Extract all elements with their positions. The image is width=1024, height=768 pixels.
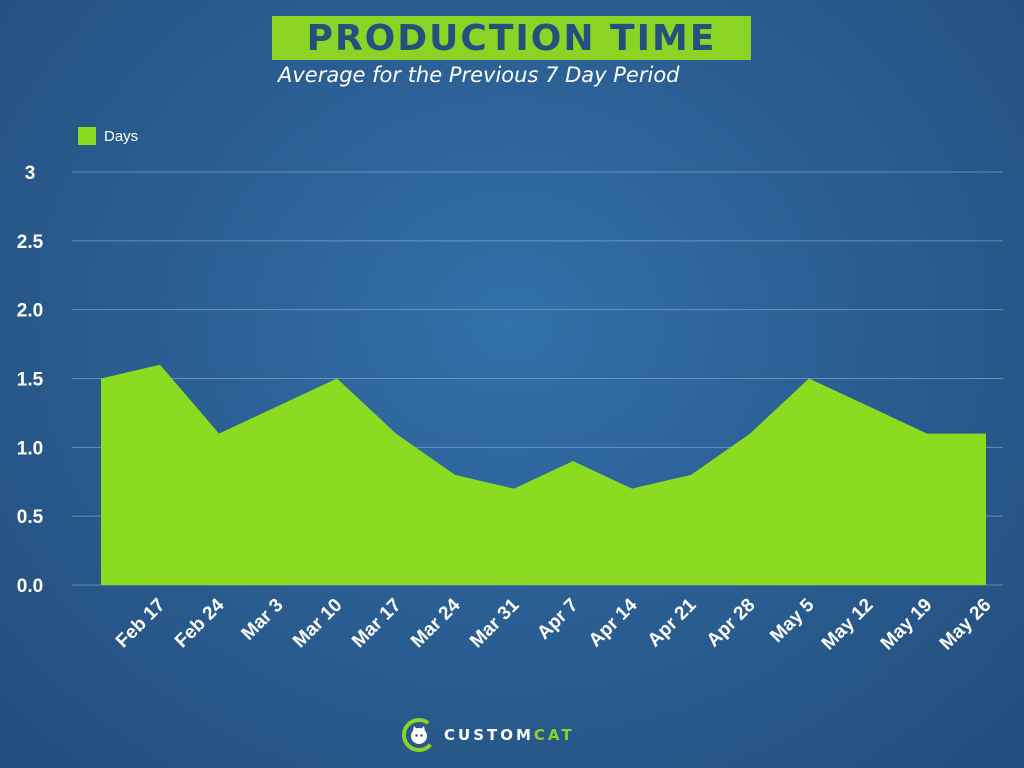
legend: Days — [78, 127, 138, 145]
brand-word-accent: CAT — [533, 726, 575, 744]
area-series-days — [101, 364, 986, 585]
y-tick-label: 1.5 — [17, 370, 44, 391]
x-tick-label: Apr 14 — [585, 594, 642, 651]
x-tick-label: Mar 3 — [238, 595, 288, 645]
chart-title-box: PRODUCTION TIME — [272, 16, 751, 60]
legend-swatch-days — [78, 127, 96, 145]
x-tick-label: Apr 7 — [533, 595, 582, 644]
x-tick-label: Feb 17 — [112, 595, 169, 652]
x-tick-label: Feb 24 — [171, 594, 229, 652]
y-tick-label: 2.0 — [17, 301, 43, 322]
chart-subtitle: Average for the Previous 7 Day Period — [278, 63, 680, 87]
x-tick-label: Mar 17 — [348, 595, 405, 652]
x-tick-label: Mar 24 — [407, 594, 465, 652]
x-tick-label: May 19 — [877, 595, 937, 655]
chart-title: PRODUCTION TIME — [306, 17, 717, 59]
x-tick-label: Mar 31 — [466, 594, 524, 652]
legend-label-days: Days — [104, 127, 139, 145]
x-tick-label: May 26 — [936, 595, 996, 655]
y-tick-label: 2.5 — [17, 232, 44, 253]
y-tick-label: 0.0 — [17, 576, 43, 597]
y-tick-label: 0.5 — [17, 507, 44, 528]
cat-logo-icon — [402, 718, 436, 752]
x-tick-label: Apr 28 — [703, 595, 760, 652]
x-tick-label: May 5 — [766, 594, 818, 646]
x-tick-label: May 12 — [818, 595, 878, 655]
brand-wordmark: CUSTOMCAT — [444, 726, 575, 744]
y-tick-label: 3 — [25, 163, 36, 184]
brand-logo: CUSTOMCAT — [402, 718, 575, 752]
x-tick-label: Apr 21 — [644, 594, 701, 651]
y-tick-label: 1.0 — [17, 438, 43, 459]
x-tick-label: Mar 10 — [289, 595, 346, 652]
brand-word-main: CUSTOM — [444, 726, 534, 744]
